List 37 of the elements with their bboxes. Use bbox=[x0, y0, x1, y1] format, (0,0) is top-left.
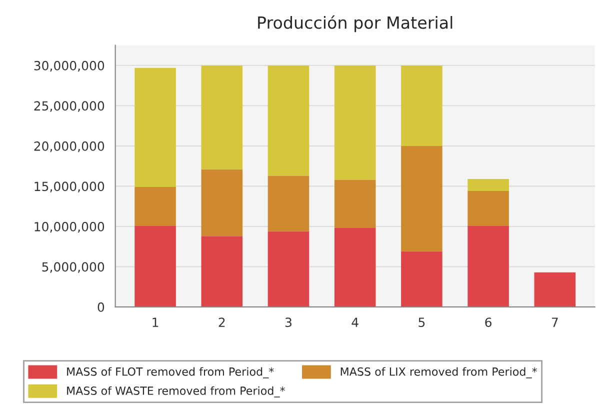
bar bbox=[401, 65, 442, 146]
bar bbox=[134, 226, 176, 307]
bar bbox=[334, 180, 376, 228]
legend-label: MASS of LIX removed from Period_* bbox=[340, 367, 538, 378]
chart-title: Producción por Material bbox=[258, 15, 452, 32]
bar bbox=[401, 146, 442, 252]
bar bbox=[334, 228, 376, 307]
y-tick-label: 0 bbox=[98, 302, 104, 312]
y-tick-label: 5,000,000 bbox=[42, 262, 104, 273]
x-tick-label: 5 bbox=[418, 318, 425, 328]
bar bbox=[201, 65, 243, 170]
bar bbox=[468, 178, 509, 192]
bar bbox=[134, 68, 176, 187]
y-tick-label: 10,000,000 bbox=[34, 222, 104, 233]
bar bbox=[534, 272, 576, 307]
bar bbox=[201, 236, 243, 307]
x-tick-label: 1 bbox=[152, 318, 158, 327]
y-tick-label: 20,000,000 bbox=[34, 141, 104, 152]
bar bbox=[468, 226, 509, 307]
bar bbox=[468, 191, 509, 226]
y-tick-label: 30,000,000 bbox=[34, 60, 104, 72]
bar bbox=[268, 65, 310, 176]
x-tick-label: 4 bbox=[352, 318, 358, 327]
y-tick-label: 25,000,000 bbox=[34, 101, 104, 112]
x-tick-label: 7 bbox=[552, 318, 558, 327]
bar bbox=[268, 176, 310, 232]
legend-label: MASS of FLOT removed from Period_* bbox=[67, 367, 274, 378]
bar bbox=[401, 251, 442, 307]
bar bbox=[201, 169, 243, 236]
bar bbox=[268, 231, 310, 307]
y-tick-label: 15,000,000 bbox=[34, 182, 104, 192]
bar bbox=[134, 186, 176, 226]
bar bbox=[334, 65, 376, 180]
x-tick-label: 6 bbox=[485, 318, 492, 328]
x-tick-label: 2 bbox=[218, 318, 225, 327]
legend-label: MASS of WASTE removed from Period_* bbox=[67, 386, 285, 398]
x-tick-label: 3 bbox=[285, 318, 292, 328]
